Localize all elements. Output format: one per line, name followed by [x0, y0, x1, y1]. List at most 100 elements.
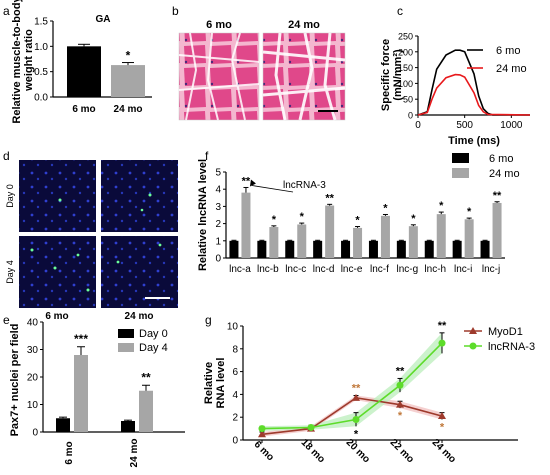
- chart-f-xtick-label: lnc-g: [397, 264, 419, 275]
- he-image-6mo: [178, 32, 260, 121]
- chart-g-significance: **: [438, 320, 447, 332]
- col-label-24mo: 24 mo: [125, 311, 154, 322]
- chart-c-xtick-label: 500: [456, 120, 473, 131]
- chart-g-marker-circle: [396, 381, 404, 389]
- panel-label-c: c: [397, 4, 403, 18]
- chart-f-bar: [297, 224, 307, 258]
- chart-f-xtick-label: lnc-c: [285, 264, 306, 275]
- chart-e-bar: [74, 355, 88, 432]
- he-caption-6mo: 6 mo: [206, 19, 232, 31]
- chart-a-ytick-label: 1.5: [34, 17, 48, 28]
- chart-f-xtick-label: lnc-h: [424, 264, 446, 275]
- chart-e-ytick-label: 0: [32, 428, 38, 439]
- chart-f-significance: *: [411, 213, 416, 225]
- chart-f-significance: *: [300, 211, 305, 223]
- chart-f-bar: [353, 227, 363, 258]
- chart-c-ytick-label: 250: [398, 32, 413, 42]
- chart-g-significance: *: [398, 410, 403, 422]
- chart-f-xtick-label: lnc-i: [454, 264, 472, 275]
- panel-label-d: d: [3, 149, 10, 163]
- chart-a-significance: *: [126, 49, 131, 63]
- he-image-24mo: [262, 32, 346, 121]
- chart-e-significance: **: [141, 370, 151, 384]
- chart-f-ytick-label: 1: [215, 236, 221, 247]
- chart-g-significance: *: [354, 428, 359, 440]
- chart-f-callout-arrow: [251, 185, 294, 193]
- chart-g-xtick-label: 24 mo: [430, 437, 458, 465]
- chart-f-callout-label: lncRNA-3: [283, 180, 326, 191]
- chart-g-xtick-label: 6 mo: [252, 439, 276, 463]
- chart-f-xtick-label: lnc-j: [482, 264, 500, 275]
- chart-c-ytick-label: 50: [403, 95, 413, 105]
- chart-e-bar: [56, 418, 70, 432]
- chart-g-significance: **: [352, 383, 361, 395]
- chart-a-title: GA: [96, 14, 111, 25]
- chart-c-legend-label: 6 mo: [496, 45, 520, 57]
- panel-label-a: a: [3, 4, 10, 18]
- chart-a-ytick-label: 0.5: [34, 67, 48, 78]
- chart-e-bar: [139, 390, 153, 432]
- chart-f-significance: *: [355, 215, 360, 227]
- chart-f-bar: [424, 240, 434, 258]
- chart-e-ylabel: Pax7+ nuclei per field: [9, 324, 21, 437]
- chart-g-xtick-label: 22 mo: [388, 437, 416, 465]
- chart-f-legend-label: 24 mo: [489, 168, 520, 180]
- chart-g-marker-triangle: [352, 393, 360, 401]
- chart-g-significance: **: [396, 365, 405, 377]
- chart-f-bar: [480, 240, 490, 258]
- chart-g-ytick-label: 0: [232, 436, 238, 447]
- chart-c-ylabel-line: (mN/mm²): [392, 49, 404, 101]
- chart-e-xtick-label: 24 mo: [129, 439, 140, 468]
- chart-a-bar: [111, 65, 145, 97]
- pax7-image-grid: [19, 160, 178, 308]
- chart-g-legend-marker: [469, 342, 477, 350]
- chart-a-ytick-label: 1.0: [34, 42, 48, 53]
- pax7-image-24mo-day0: [101, 160, 178, 232]
- chart-e-ytick-label: 30: [27, 345, 39, 356]
- chart-f-callout-arrowhead: [249, 179, 256, 187]
- chart-g-marker-triangle: [258, 430, 266, 438]
- chart-a-bar: [67, 46, 101, 97]
- chart-f-bar: [341, 240, 351, 258]
- chart-g-legend-marker: [469, 327, 477, 334]
- chart-g-marker-triangle: [438, 412, 446, 420]
- chart-f-xtick-label: lnc-d: [313, 264, 335, 275]
- chart-g-marker-circle: [438, 339, 446, 347]
- chart-g-ytick-label: 6: [232, 367, 238, 378]
- chart-c-legend-label: 24 mo: [496, 63, 527, 75]
- panel-label-f: f: [205, 149, 209, 163]
- chart-g-ytick-label: 2: [232, 413, 238, 424]
- chart-f-bar: [368, 240, 378, 258]
- chart-g-ytick-label: 8: [232, 344, 238, 355]
- chart-f-significance: *: [439, 200, 444, 212]
- chart-f-bar: [269, 227, 279, 258]
- chart-g-xtick-label: 20 mo: [344, 437, 372, 465]
- chart-c-xtick-label: 1000: [500, 120, 523, 131]
- chart-f-ytick-label: 2: [215, 219, 221, 230]
- chart-g-marker-circle: [258, 425, 266, 433]
- chart-f-significance: **: [325, 192, 334, 204]
- pax7-image-24mo-day4: [101, 236, 178, 308]
- chart-f-bar: [436, 214, 446, 258]
- chart-f-ytick-label: 4: [215, 185, 221, 196]
- chart-f-xtick-label: lnc-f: [370, 264, 389, 275]
- chart-g-ylabel: RelativeRNA level: [203, 358, 227, 409]
- chart-a-xtick-label: 6 mo: [72, 104, 95, 115]
- chart-f-xtick-label: lnc-b: [257, 264, 279, 275]
- chart-c-series-line: [417, 73, 531, 116]
- chart-f-legend-swatch: [452, 153, 469, 163]
- chart-g-marker-circle: [352, 415, 360, 423]
- chart-f-bar: [464, 219, 474, 258]
- chart-f-bar: [380, 215, 390, 258]
- chart-f-significance: **: [493, 190, 502, 202]
- chart-g-legend-label: lncRNA-3: [488, 341, 535, 353]
- chart-c-ytick-label: 150: [398, 63, 413, 73]
- chart-f-bar: [229, 240, 239, 258]
- chart-c-ytick-label: 0: [408, 111, 413, 121]
- row-label-day4: Day 4: [5, 260, 15, 284]
- chart-f-bar: [452, 240, 462, 258]
- chart-e-ytick-label: 40: [27, 318, 39, 329]
- chart-f-legend-swatch: [452, 168, 469, 178]
- chart-g-legend-label: MyoD1: [488, 326, 523, 338]
- pax7-image-6mo-day0: [19, 160, 96, 232]
